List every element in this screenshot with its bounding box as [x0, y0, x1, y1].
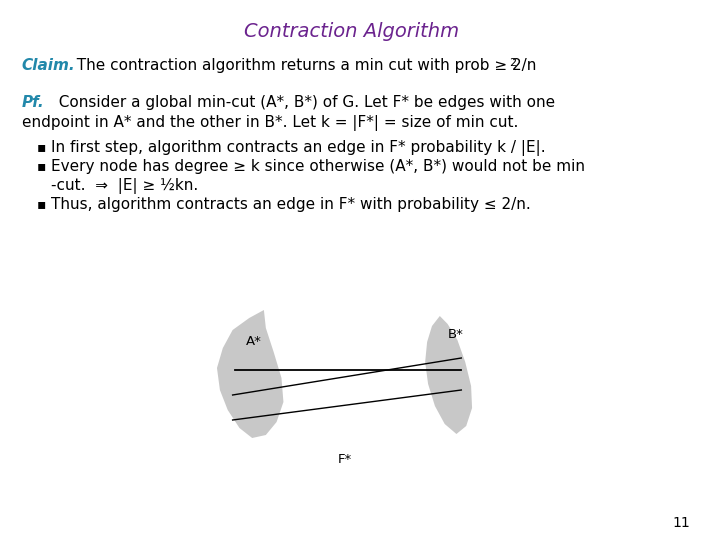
Polygon shape [217, 310, 284, 438]
Text: Contraction Algorithm: Contraction Algorithm [244, 22, 459, 41]
Text: F*: F* [338, 453, 352, 466]
Text: -cut.  ⇒  |E| ≥ ½kn.: -cut. ⇒ |E| ≥ ½kn. [51, 178, 198, 194]
Text: ▪: ▪ [37, 159, 47, 173]
Text: Every node has degree ≥ k since otherwise (A*, B*) would not be min: Every node has degree ≥ k since otherwis… [51, 159, 585, 174]
Text: Consider a global min-cut (A*, B*) of G. Let F* be edges with one: Consider a global min-cut (A*, B*) of G.… [49, 95, 555, 110]
Text: B*: B* [448, 328, 464, 341]
Text: Thus, algorithm contracts an edge in F* with probability ≤ 2/n.: Thus, algorithm contracts an edge in F* … [51, 197, 531, 212]
Text: A*: A* [246, 335, 262, 348]
Text: The contraction algorithm returns a min cut with prob ≥ 2/n: The contraction algorithm returns a min … [68, 58, 537, 73]
Text: endpoint in A* and the other in B*. Let k = |F*| = size of min cut.: endpoint in A* and the other in B*. Let … [22, 115, 518, 131]
Text: In first step, algorithm contracts an edge in F* probability k / |E|.: In first step, algorithm contracts an ed… [51, 140, 546, 156]
Text: Claim.: Claim. [22, 58, 75, 73]
Text: 2: 2 [509, 58, 516, 68]
Text: Pf.: Pf. [22, 95, 44, 110]
Text: 11: 11 [672, 516, 690, 530]
Text: ▪: ▪ [37, 140, 47, 154]
Polygon shape [425, 316, 472, 434]
Text: ▪: ▪ [37, 197, 47, 211]
